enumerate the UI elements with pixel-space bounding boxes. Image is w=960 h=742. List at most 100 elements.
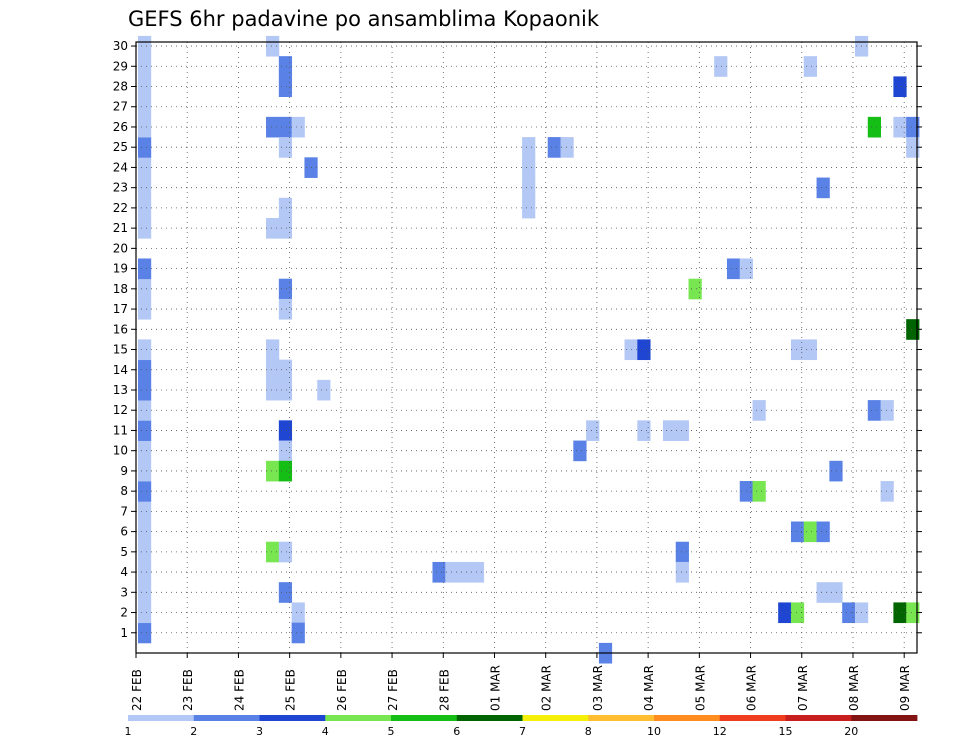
plot-frame [135, 41, 918, 654]
precip-cell-22 [138, 137, 152, 158]
precip-cell-38 [278, 278, 293, 300]
x-tick-label-13: 07 MAR [796, 665, 810, 711]
y-tick-label-16: 16 [113, 322, 128, 336]
precip-cell-53 [291, 622, 305, 644]
precip-cell-33 [278, 76, 293, 98]
x-tick-label-0: 22 FEB [130, 669, 144, 711]
precip-cell-6 [138, 501, 152, 522]
precip-cell-46 [278, 440, 293, 462]
precip-cell-19 [138, 197, 152, 219]
precip-cell-78 [726, 258, 741, 280]
colorbar-swatch-10 [785, 715, 852, 721]
precip-cell-72 [662, 420, 677, 441]
x-tick-label-3: 25 FEB [284, 669, 298, 711]
colorbar-label-4: 5 [388, 725, 395, 738]
y-tick-label-25: 25 [113, 140, 128, 154]
colorbar-swatch-3 [325, 715, 392, 721]
colorbar-swatch-9 [719, 715, 786, 721]
precip-cell-4 [138, 541, 152, 563]
precip-cell-95 [842, 602, 856, 624]
precip-cell-94 [829, 460, 843, 482]
precip-cell-43 [266, 379, 280, 401]
precip-cell-27 [138, 35, 152, 57]
precip-cell-77 [714, 56, 728, 77]
y-tick-label-4: 4 [120, 565, 128, 579]
x-tick-label-1: 23 FEB [181, 669, 195, 711]
precip-cell-85 [790, 521, 805, 543]
colorbar-swatch-0 [128, 715, 195, 721]
y-tick-label-11: 11 [113, 423, 128, 437]
y-tick-label-17: 17 [113, 302, 128, 316]
precip-cell-35 [278, 197, 293, 219]
precip-cell-25 [138, 76, 152, 98]
precip-cell-52 [291, 602, 305, 624]
precip-cell-3 [138, 561, 152, 583]
precip-cell-18 [138, 218, 152, 239]
colorbar-label-0: 1 [125, 725, 132, 738]
precip-cell-103 [893, 116, 907, 138]
x-tick-label-15: 09 MAR [898, 665, 912, 711]
precip-cell-28 [266, 35, 280, 57]
precip-cell-39 [278, 298, 293, 320]
colorbar-swatch-7 [588, 715, 655, 721]
precip-cell-102 [893, 76, 907, 98]
precip-cell-59 [470, 561, 485, 583]
y-tick-label-10: 10 [113, 444, 128, 458]
precip-cell-84 [790, 602, 805, 624]
precip-cell-34 [278, 137, 293, 158]
y-tick-label-20: 20 [113, 241, 128, 255]
y-tick-label-7: 7 [120, 504, 128, 518]
precip-cell-8 [138, 460, 152, 482]
y-tick-label-21: 21 [113, 221, 128, 235]
x-tick-label-9: 03 MAR [591, 665, 605, 711]
precip-cell-74 [688, 278, 702, 300]
y-tick-label-8: 8 [120, 484, 128, 498]
y-tick-label-15: 15 [113, 343, 128, 357]
colorbar-swatch-1 [193, 715, 260, 721]
colorbar-label-7: 8 [585, 725, 592, 738]
precip-cell-80 [752, 400, 766, 421]
colorbar-label-1: 2 [190, 725, 197, 738]
precip-cell-47 [266, 460, 280, 482]
precip-cell-23 [138, 116, 152, 138]
precip-cell-91 [816, 177, 830, 199]
precip-cell-75 [675, 541, 689, 563]
colorbar-label-10: 15 [779, 725, 793, 738]
precip-cell-24 [138, 96, 152, 118]
grid-lines [135, 42, 917, 653]
y-axis-ticks: 1234567891011121314151617181920212223242… [113, 39, 922, 640]
x-tick-label-14: 08 MAR [847, 665, 861, 711]
precip-cell-21 [138, 157, 152, 178]
colorbar-swatch-2 [259, 715, 326, 721]
x-tick-label-4: 26 FEB [335, 669, 349, 711]
x-tick-label-8: 02 MAR [540, 665, 554, 711]
precip-cell-93 [829, 582, 843, 603]
colorbar-label-2: 3 [256, 725, 263, 738]
y-tick-label-18: 18 [113, 282, 128, 296]
y-tick-label-2: 2 [120, 606, 128, 620]
y-tick-label-19: 19 [113, 262, 128, 276]
colorbar-label-5: 6 [453, 725, 460, 738]
x-tick-label-11: 05 MAR [693, 665, 707, 711]
colorbar-swatch-8 [654, 715, 721, 721]
precip-cell-9 [138, 440, 152, 462]
precip-cell-66 [586, 420, 600, 441]
colorbar-label-9: 12 [713, 725, 727, 738]
precip-cell-5 [138, 521, 152, 543]
precip-cell-87 [816, 521, 830, 543]
precip-cell-1 [138, 602, 152, 624]
precip-cell-88 [790, 339, 805, 361]
y-tick-label-29: 29 [113, 59, 128, 73]
precip-cell-31 [291, 116, 305, 138]
precip-cell-50 [278, 541, 293, 563]
y-tick-label-6: 6 [120, 525, 128, 539]
precip-cell-11 [138, 400, 152, 421]
y-tick-label-27: 27 [113, 100, 128, 114]
colorbar-label-8: 10 [647, 725, 661, 738]
precip-cell-99 [867, 400, 881, 421]
precip-cell-0 [138, 622, 152, 644]
precip-cell-13 [138, 359, 152, 381]
precip-cell-45 [278, 420, 293, 441]
precip-cell-36 [266, 218, 280, 239]
precip-cell-105 [906, 137, 920, 158]
